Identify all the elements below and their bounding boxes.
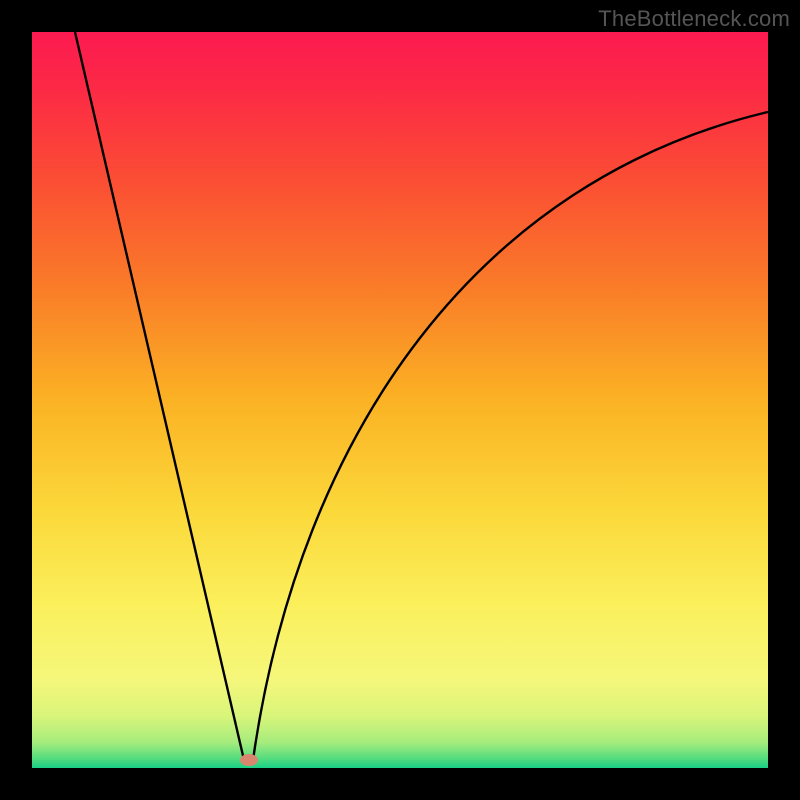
watermark-text: TheBottleneck.com	[598, 6, 790, 32]
gradient-background	[32, 32, 768, 768]
